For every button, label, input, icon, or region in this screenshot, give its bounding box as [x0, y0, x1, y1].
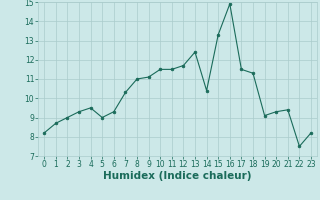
X-axis label: Humidex (Indice chaleur): Humidex (Indice chaleur) — [103, 171, 252, 181]
